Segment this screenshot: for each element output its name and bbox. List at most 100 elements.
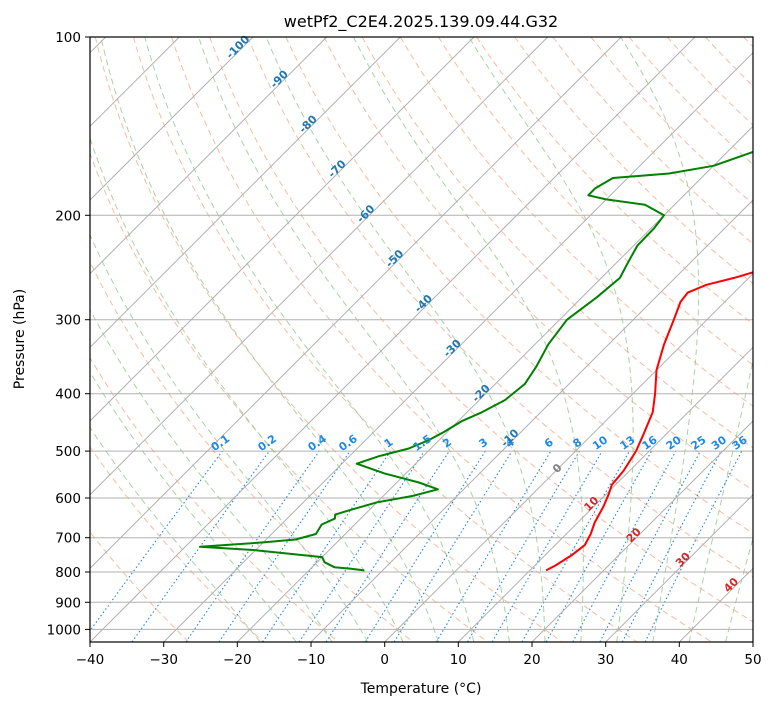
dry-adiabat-label: 30 — [673, 549, 693, 569]
isotherm-label: -90 — [268, 67, 291, 90]
moist-adiabat-line — [90, 371, 297, 642]
isotherm-label: -50 — [383, 247, 406, 270]
isotherm-label: -80 — [297, 112, 320, 135]
isotherm-line — [90, 37, 622, 570]
sounding-series — [199, 150, 753, 572]
moist-adiabat-line — [90, 136, 404, 642]
mixing-ratio-label: 20 — [664, 433, 684, 453]
y-tick-label: 900 — [55, 595, 81, 611]
dry-adiabat-line — [437, 37, 753, 366]
dry-adiabat-line — [90, 152, 488, 642]
dry-adiabat-line — [90, 260, 414, 642]
x-tick-label: −40 — [76, 652, 105, 668]
dry-adiabat-line — [247, 37, 753, 578]
mixing-ratio-line — [572, 450, 677, 642]
moist-adiabat-line — [198, 37, 510, 642]
y-tick-label: 100 — [55, 30, 81, 46]
x-tick-label: −20 — [223, 652, 252, 668]
chart-title: wetPf2_C2E4.2025.139.09.44.G32 — [284, 12, 558, 32]
mixing-ratio-line — [325, 450, 450, 642]
moist-adiabat-line — [265, 37, 546, 642]
isotherm-label: -30 — [441, 337, 464, 360]
moist-adiabat-line — [90, 308, 333, 642]
isotherm-line — [90, 37, 549, 496]
x-tick-label: 10 — [450, 652, 467, 668]
x-tick-label: 40 — [671, 652, 688, 668]
isotherm-line — [678, 567, 753, 642]
mixing-ratio-line — [521, 450, 630, 642]
x-tick-label: 30 — [597, 652, 614, 668]
grid-lines — [90, 37, 753, 642]
isotherm-line — [163, 51, 753, 642]
mixing-ratio-label: 8 — [571, 436, 585, 451]
isotherm-label: -10 — [498, 426, 521, 449]
x-tick-label: 0 — [380, 652, 389, 668]
temperature-line — [545, 271, 753, 572]
isotherm-line — [90, 37, 475, 422]
dry-adiabat-line — [323, 37, 753, 491]
dry-adiabat-line — [171, 37, 712, 642]
dry-adiabat-line — [90, 531, 190, 642]
isotherm-line — [310, 199, 753, 642]
x-tick-label: −10 — [297, 652, 326, 668]
mixing-ratio-line — [185, 450, 320, 642]
isotherm-label: -20 — [470, 381, 493, 404]
mixing-ratio-label: 25 — [688, 433, 708, 452]
x-tick-label: 20 — [523, 652, 540, 668]
y-tick-label: 200 — [55, 208, 81, 224]
isotherm-line — [90, 37, 328, 275]
dry-adiabat-line — [90, 446, 264, 642]
isotherm-line — [90, 37, 254, 201]
mixing-ratio-line — [644, 450, 743, 642]
dry-adiabat-line — [590, 37, 753, 205]
line-labels: 0.1 0.2 0.4 0.6 1 1.5 2 3 4 6 8 10 13 16 20 25 30 36-100-… — [209, 33, 750, 596]
moist-adiabat-line — [90, 233, 369, 642]
x-axis-label: Temperature (°C) — [360, 681, 482, 697]
dry-adiabat-line — [285, 37, 753, 535]
moist-adiabat-line — [688, 358, 753, 642]
dry-adiabat-line — [704, 37, 753, 87]
x-tick-label: −30 — [149, 652, 178, 668]
mixing-ratio-label: 6 — [542, 435, 556, 450]
moist-adiabat-line — [144, 37, 475, 642]
dewpoint-line — [199, 150, 753, 572]
mixing-ratio-line — [262, 450, 392, 642]
mixing-ratio-line — [364, 450, 486, 642]
dry-adiabat-label: 10 — [581, 494, 601, 514]
zero-label: 0 — [550, 461, 565, 476]
y-tick-label: 800 — [55, 565, 81, 581]
mixing-ratio-label: 10 — [590, 433, 610, 453]
dry-adiabat-line — [94, 37, 563, 642]
mixing-ratio-line — [90, 450, 223, 632]
mixing-ratio-label: 30 — [709, 433, 729, 453]
dry-adiabat-line — [743, 37, 753, 48]
mixing-ratio-label: 3 — [477, 436, 491, 451]
y-tick-label: 500 — [55, 444, 81, 460]
isotherm-label: -70 — [325, 157, 348, 180]
isotherm-label: -60 — [354, 202, 377, 225]
mixing-ratio-line — [545, 450, 653, 642]
isotherm-line — [90, 37, 696, 642]
moist-adiabat-line — [100, 37, 439, 642]
dry-adiabat-line — [552, 37, 753, 245]
isotherm-line — [384, 272, 753, 642]
mixing-ratio-line — [298, 450, 425, 642]
mixing-ratio-line — [435, 450, 552, 642]
mixing-ratio-line — [393, 450, 513, 642]
y-tick-label: 600 — [55, 491, 81, 507]
dry-adiabat-line — [209, 37, 753, 623]
y-tick-label: 700 — [55, 531, 81, 547]
y-tick-label: 1000 — [47, 622, 81, 638]
dry-adiabat-label: 20 — [624, 525, 644, 545]
y-tick-label: 300 — [55, 313, 81, 329]
mixing-ratio-label: 36 — [730, 433, 750, 453]
isotherm-line — [752, 641, 753, 642]
dry-adiabat-line — [90, 356, 339, 642]
dry-adiabat-line — [132, 37, 638, 642]
moist-adiabat-line — [353, 37, 584, 642]
isotherm-line — [605, 493, 753, 642]
moist-adiabat-line — [725, 536, 753, 642]
isotherm-line — [531, 420, 753, 642]
